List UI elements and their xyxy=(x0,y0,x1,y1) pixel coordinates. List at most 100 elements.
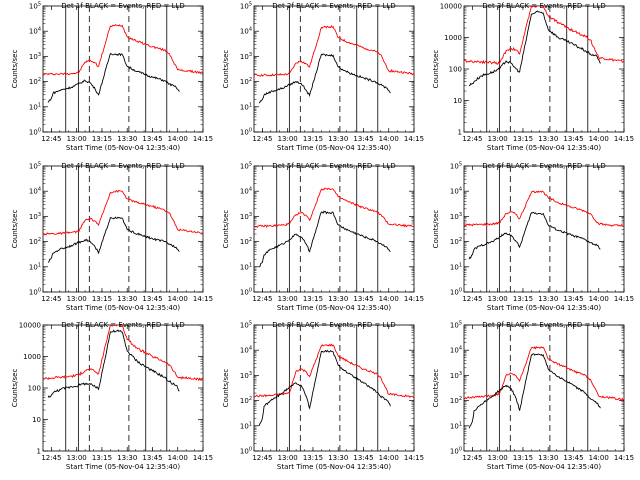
y-tick-label: 102 xyxy=(450,237,462,246)
y-axis-label: Counts/sec xyxy=(11,210,19,249)
x-tick-label: 14:00 xyxy=(379,295,399,303)
panel-det-4: Det 4f BLACK = Events, RED = LLD10010110… xyxy=(11,162,213,313)
y-tick-label: 103 xyxy=(29,52,41,61)
y-tick-label: 104 xyxy=(29,187,41,196)
x-tick-label: 13:45 xyxy=(353,135,373,143)
x-tick-label: 13:30 xyxy=(538,295,558,303)
y-tick-label: 102 xyxy=(240,396,252,405)
y-tick-label: 101 xyxy=(29,262,41,271)
panel-det-1: Det 1f BLACK = Events, RED = LLD10010110… xyxy=(11,2,213,153)
series-line-events xyxy=(258,210,391,268)
y-tick-label: 104 xyxy=(450,187,462,196)
x-axis-label: Start Time (05-Nov-04 12:35:40) xyxy=(66,144,180,152)
x-tick-label: 14:00 xyxy=(379,135,399,143)
y-tick-label: 1 xyxy=(458,129,462,137)
x-axis-label: Start Time (05-Nov-04 12:35:40) xyxy=(277,144,391,152)
x-tick-label: 13:00 xyxy=(278,295,298,303)
y-tick-label: 104 xyxy=(240,346,252,355)
x-tick-label: 13:15 xyxy=(303,454,323,462)
y-tick-label: 100 xyxy=(449,66,462,74)
y-tick-label: 101 xyxy=(240,262,252,271)
x-tick-label: 13:30 xyxy=(538,135,558,143)
y-tick-label: 100 xyxy=(240,128,252,137)
y-tick-label: 1000 xyxy=(444,34,462,42)
y-tick-label: 105 xyxy=(240,321,252,330)
series-line-events xyxy=(469,10,601,86)
y-tick-label: 102 xyxy=(240,237,252,246)
x-tick-label: 14:15 xyxy=(193,295,213,303)
series-line-lld xyxy=(43,325,203,382)
y-tick-label: 100 xyxy=(29,288,41,297)
panel-det-8: Det 8f BLACK = Events, RED = LLD10010110… xyxy=(222,321,424,472)
x-axis-label: Start Time (05-Nov-04 12:35:40) xyxy=(277,463,391,471)
plot-frame xyxy=(463,165,625,293)
plot-frame xyxy=(253,5,415,133)
y-tick-label: 10 xyxy=(453,97,462,105)
x-tick-label: 13:15 xyxy=(92,135,112,143)
y-tick-label: 100 xyxy=(450,447,462,456)
y-tick-label: 103 xyxy=(240,52,252,61)
y-tick-label: 101 xyxy=(450,262,462,271)
y-tick-label: 105 xyxy=(450,162,462,171)
y-tick-label: 1000 xyxy=(23,353,41,361)
plot-frame xyxy=(42,324,204,452)
x-tick-label: 14:00 xyxy=(168,295,188,303)
panel-grid: Det 1f BLACK = Events, RED = LLD10010110… xyxy=(11,2,634,472)
x-tick-label: 14:15 xyxy=(193,135,213,143)
x-tick-label: 14:15 xyxy=(614,295,634,303)
x-tick-label: 13:45 xyxy=(353,454,373,462)
plot-frame xyxy=(253,324,415,452)
x-tick-label: 12:45 xyxy=(41,295,61,303)
x-tick-label: 14:00 xyxy=(589,454,609,462)
y-tick-label: 103 xyxy=(450,212,462,221)
x-tick-label: 13:00 xyxy=(278,454,298,462)
panel-det-7: Det 7f BLACK = Events, RED = LLD11010010… xyxy=(11,321,213,471)
x-tick-label: 13:00 xyxy=(67,135,87,143)
plot-frame xyxy=(253,165,415,293)
series-line-lld xyxy=(464,345,624,401)
x-tick-label: 14:00 xyxy=(589,295,609,303)
series-line-lld xyxy=(254,24,414,77)
y-tick-label: 102 xyxy=(29,77,41,86)
x-tick-label: 12:45 xyxy=(41,135,61,143)
y-tick-label: 100 xyxy=(29,128,41,137)
series-line-events xyxy=(258,349,391,426)
series-group xyxy=(254,343,414,426)
x-tick-label: 13:30 xyxy=(117,295,137,303)
x-tick-label: 13:00 xyxy=(67,454,87,462)
x-tick-label: 13:00 xyxy=(488,295,508,303)
y-tick-label: 101 xyxy=(240,102,252,111)
x-axis-label: Start Time (05-Nov-04 12:35:40) xyxy=(487,304,601,312)
x-tick-label: 12:45 xyxy=(252,135,272,143)
x-axis-label: Start Time (05-Nov-04 12:35:40) xyxy=(66,304,180,312)
y-axis-label: Counts/sec xyxy=(432,210,440,249)
y-tick-label: 100 xyxy=(450,288,462,297)
panel-det-2: Det 2f BLACK = Events, RED = LLD10010110… xyxy=(222,2,424,153)
x-axis-label: Start Time (05-Nov-04 12:35:40) xyxy=(487,144,601,152)
y-tick-label: 1 xyxy=(37,448,41,456)
x-tick-label: 12:45 xyxy=(462,454,482,462)
x-tick-label: 13:15 xyxy=(303,295,323,303)
panel-det-9: Det 9f BLACK = Events, RED = LLD10010110… xyxy=(432,321,634,472)
series-group xyxy=(464,190,624,260)
x-tick-label: 13:30 xyxy=(328,295,348,303)
x-tick-label: 13:00 xyxy=(67,295,87,303)
y-tick-label: 103 xyxy=(240,212,252,221)
y-tick-label: 102 xyxy=(450,396,462,405)
x-tick-label: 12:45 xyxy=(252,295,272,303)
series-group xyxy=(254,187,414,268)
y-tick-label: 103 xyxy=(450,371,462,380)
series-group xyxy=(43,189,203,263)
x-tick-label: 13:30 xyxy=(328,135,348,143)
series-line-events xyxy=(468,211,601,260)
y-tick-label: 103 xyxy=(29,212,41,221)
x-tick-label: 13:15 xyxy=(513,135,533,143)
series-line-lld xyxy=(254,187,414,229)
x-tick-label: 12:45 xyxy=(462,295,482,303)
y-tick-label: 101 xyxy=(240,421,252,430)
x-tick-label: 12:45 xyxy=(252,454,272,462)
y-tick-label: 100 xyxy=(240,288,252,297)
x-tick-label: 13:00 xyxy=(278,135,298,143)
y-tick-label: 105 xyxy=(450,321,462,330)
series-group xyxy=(43,24,203,103)
